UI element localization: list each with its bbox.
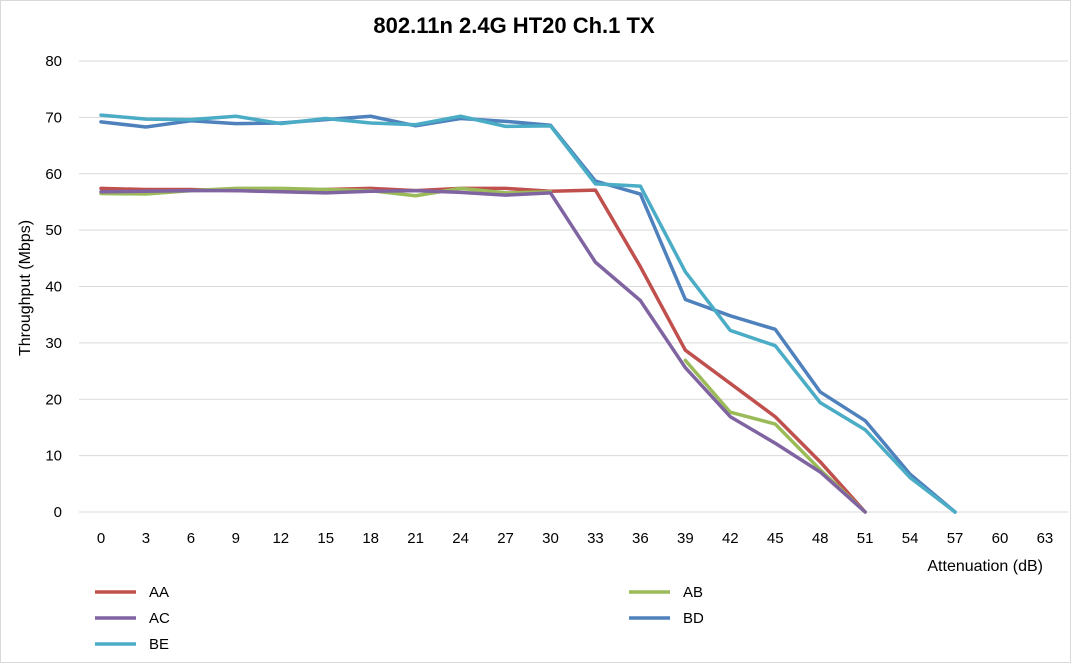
x-axis-ticks: 0 3 6 9 12 15 18 21 24 27 30 33 36 39 42 45 48 51 54 57 60 63 xyxy=(97,530,1053,547)
x-tick-label: 33 xyxy=(587,530,604,547)
legend: AA AB AC BD BE xyxy=(95,584,704,653)
x-tick-label: 27 xyxy=(497,530,514,547)
x-tick-label: 63 xyxy=(1037,530,1054,547)
y-tick-label: 30 xyxy=(45,335,62,352)
x-tick-label: 57 xyxy=(947,530,964,547)
x-axis-label: Attenuation (dB) xyxy=(927,558,1043,575)
x-tick-label: 21 xyxy=(407,530,424,547)
y-axis-ticks: 0 10 20 30 40 50 60 70 80 xyxy=(45,53,62,521)
x-tick-label: 0 xyxy=(97,530,105,547)
legend-label-bd: BD xyxy=(683,610,704,627)
y-tick-label: 0 xyxy=(54,504,62,521)
x-tick-label: 18 xyxy=(362,530,379,547)
chart-title: 802.11n 2.4G HT20 Ch.1 TX xyxy=(373,13,655,38)
series-line-bd xyxy=(99,114,957,514)
x-tick-label: 3 xyxy=(142,530,150,547)
x-tick-label: 45 xyxy=(767,530,784,547)
x-tick-label: 60 xyxy=(992,530,1009,547)
x-tick-label: 12 xyxy=(272,530,289,547)
y-tick-label: 70 xyxy=(45,109,62,126)
series-line-ac xyxy=(99,188,867,514)
x-tick-label: 30 xyxy=(542,530,559,547)
y-axis-label: Throughput (Mbps) xyxy=(17,220,34,356)
y-tick-label: 60 xyxy=(45,166,62,183)
x-tick-label: 54 xyxy=(902,530,919,547)
x-tick-label: 51 xyxy=(857,530,874,547)
y-tick-label: 50 xyxy=(45,222,62,239)
y-tick-label: 40 xyxy=(45,279,62,296)
x-tick-label: 48 xyxy=(812,530,829,547)
x-tick-label: 39 xyxy=(677,530,694,547)
x-tick-label: 42 xyxy=(722,530,739,547)
series-line-aa xyxy=(99,186,867,514)
y-tick-label: 80 xyxy=(45,53,62,70)
series-line-ab xyxy=(99,186,867,514)
gridlines xyxy=(79,60,1068,513)
legend-label-be: BE xyxy=(149,636,169,653)
x-tick-label: 36 xyxy=(632,530,649,547)
x-tick-label: 6 xyxy=(187,530,195,547)
x-tick-label: 15 xyxy=(317,530,334,547)
series-line-be xyxy=(99,113,957,514)
legend-label-ac: AC xyxy=(149,610,170,627)
legend-label-ab: AB xyxy=(683,584,703,601)
legend-label-aa: AA xyxy=(149,584,169,601)
x-tick-label: 24 xyxy=(452,530,469,547)
y-tick-label: 10 xyxy=(45,448,62,465)
y-tick-label: 20 xyxy=(45,391,62,408)
series-lines xyxy=(99,113,957,514)
x-tick-label: 9 xyxy=(232,530,240,547)
